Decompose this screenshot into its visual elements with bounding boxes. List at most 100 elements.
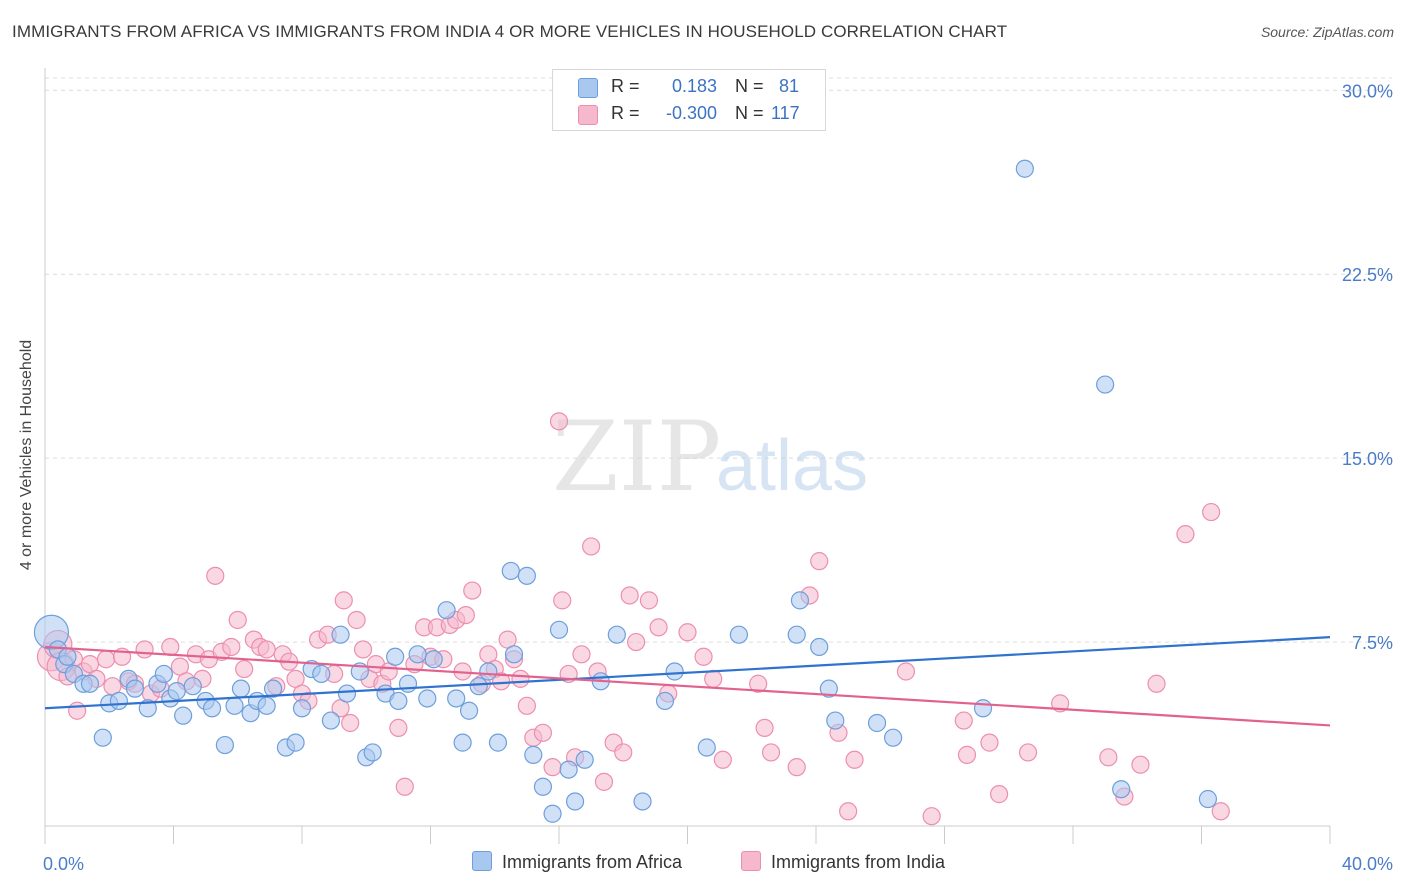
india-point xyxy=(639,591,659,610)
india-n-value: 117 xyxy=(771,103,800,123)
africa-point xyxy=(1198,789,1218,809)
source-label: Source: ZipAtlas.com xyxy=(1260,24,1394,40)
africa-point xyxy=(424,650,443,669)
india-point xyxy=(678,623,697,642)
india-point xyxy=(347,610,366,630)
india-point xyxy=(713,750,732,769)
africa-r-value: 0.183 xyxy=(671,76,717,96)
africa-point xyxy=(549,620,569,639)
india-point xyxy=(463,581,482,600)
india-point xyxy=(235,659,254,679)
africa-point xyxy=(633,792,652,811)
india-point xyxy=(206,566,225,585)
india-point xyxy=(1147,674,1166,693)
africa-point xyxy=(479,662,498,681)
africa-point xyxy=(504,645,524,664)
africa-n-label: N = xyxy=(735,76,764,96)
africa-point xyxy=(883,728,903,747)
india-point xyxy=(922,807,941,826)
africa-point xyxy=(453,733,472,752)
india-point xyxy=(389,718,408,738)
africa-point xyxy=(810,637,829,657)
india-point xyxy=(614,743,633,762)
africa-n-value: 81 xyxy=(779,76,800,96)
india-point xyxy=(96,650,116,669)
india-point xyxy=(704,669,723,688)
africa-point xyxy=(363,743,382,762)
chart-title: IMMIGRANTS FROM AFRICA VS IMMIGRANTS FRO… xyxy=(12,22,1008,41)
africa-point xyxy=(225,696,244,715)
legend-item-africa: Immigrants from Africa xyxy=(472,851,682,873)
africa-point xyxy=(790,591,810,610)
africa-point xyxy=(543,804,562,823)
africa-point xyxy=(533,777,553,796)
india-point xyxy=(511,669,530,688)
india-point xyxy=(787,758,806,777)
india-point xyxy=(395,777,414,796)
africa-point xyxy=(559,760,578,779)
india-point xyxy=(492,672,511,691)
india-point xyxy=(1202,502,1221,522)
india-point xyxy=(620,586,639,605)
india-swatch xyxy=(578,105,598,125)
y-tick-label: 30.0% xyxy=(1342,81,1393,101)
india-trend-line xyxy=(44,645,1331,727)
india-point xyxy=(334,591,353,610)
africa-point xyxy=(524,745,543,764)
india-n-label: N = xyxy=(735,103,764,123)
india-point xyxy=(1099,748,1118,767)
africa-point xyxy=(787,625,806,644)
y-tick-label: 7.5% xyxy=(1352,633,1393,653)
africa-point xyxy=(1015,159,1034,178)
africa-point xyxy=(80,674,100,693)
india-point xyxy=(810,552,829,571)
africa-point xyxy=(729,625,749,644)
india-point xyxy=(543,758,562,777)
india-point xyxy=(1211,802,1230,821)
india-point xyxy=(990,785,1009,804)
india-point xyxy=(582,537,601,556)
india-point xyxy=(749,674,768,693)
africa-point xyxy=(257,696,276,715)
africa-point xyxy=(501,561,520,581)
africa-point xyxy=(154,664,173,684)
africa-point xyxy=(183,677,202,696)
india-point xyxy=(957,745,977,764)
africa-point xyxy=(408,645,427,664)
india-point xyxy=(1018,743,1038,762)
africa-point xyxy=(973,699,993,718)
legend-item-india: Immigrants from India xyxy=(741,851,945,873)
africa-point xyxy=(575,750,594,769)
africa-point xyxy=(58,647,77,666)
india-point xyxy=(553,591,572,610)
x-tick-label: 0.0% xyxy=(43,854,84,874)
india-point xyxy=(68,701,87,720)
africa-point xyxy=(565,792,585,811)
india-legend-label: Immigrants from India xyxy=(771,852,946,872)
africa-point xyxy=(697,738,716,757)
africa-point xyxy=(447,689,466,708)
africa-point xyxy=(202,699,222,718)
africa-trend-line xyxy=(44,636,1331,710)
india-point xyxy=(135,640,154,659)
india-point xyxy=(845,750,864,769)
y-tick-label: 15.0% xyxy=(1342,449,1393,469)
legend-row-africa: R = 0.183 N = 81 xyxy=(553,74,825,100)
africa-legend-swatch xyxy=(472,851,492,871)
africa-legend-label: Immigrants from Africa xyxy=(502,852,683,872)
africa-point xyxy=(655,691,675,711)
india-point xyxy=(1176,525,1195,544)
africa-point xyxy=(1096,375,1115,394)
india-point xyxy=(222,637,241,657)
africa-r-label: R = xyxy=(611,76,640,96)
africa-point xyxy=(312,664,331,684)
india-point xyxy=(533,723,553,742)
africa-point xyxy=(488,733,508,752)
india-point xyxy=(896,662,916,681)
india-point xyxy=(517,696,536,715)
india-point xyxy=(594,772,614,791)
india-point xyxy=(980,733,999,752)
africa-point xyxy=(418,689,437,708)
india-point xyxy=(954,711,973,730)
